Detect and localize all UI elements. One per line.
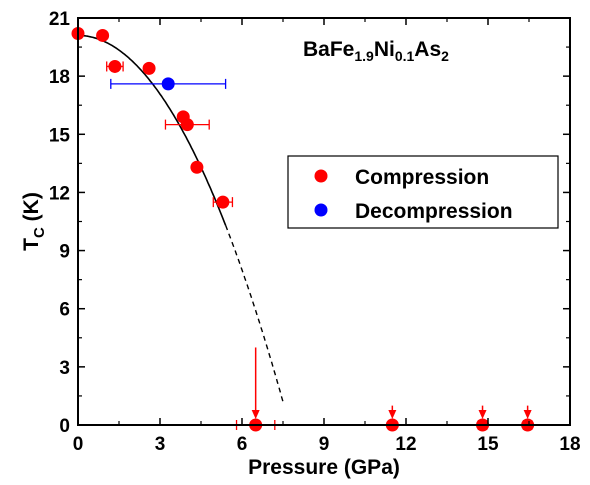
arrows-layer (251, 347, 532, 419)
y-tick-label: 21 (49, 9, 71, 30)
compression-arrow-head (251, 410, 260, 419)
error-bars-layer (106, 61, 533, 430)
compression-arrow-head (478, 410, 487, 419)
y-tick-label: 18 (49, 67, 70, 88)
legend-box (287, 155, 559, 229)
fit-curve-dashed (224, 225, 284, 402)
legend: Compression Decompression (314, 166, 513, 223)
compression-point (96, 28, 110, 42)
y-axis-title-main: T (20, 238, 43, 251)
y-axis-title-sub: C (31, 227, 48, 238)
curves-layer (77, 34, 570, 426)
y-tick-label: 15 (49, 125, 71, 146)
x-tick-label: 6 (237, 434, 248, 455)
x-axis-title: Pressure (GPa) (248, 456, 400, 479)
y-axis-title-unit: (K) (20, 192, 43, 227)
decompression-point (161, 77, 175, 91)
x-tick-label: 15 (477, 434, 499, 455)
legend-label-compression: Compression (355, 166, 489, 189)
formula-part: As (414, 38, 441, 61)
y-tick-label: 3 (59, 358, 70, 379)
y-tick-label: 0 (59, 416, 70, 437)
legend-marker-decompression (314, 203, 328, 217)
compression-arrow-head (523, 410, 532, 419)
compression-point (180, 118, 194, 132)
compression-point (108, 59, 122, 73)
ticks-layer (77, 17, 571, 426)
compression-point (216, 195, 230, 209)
compression-arrow-head (388, 410, 397, 419)
formula-part: 0.1 (395, 48, 415, 64)
formula-part: 1.9 (354, 48, 374, 64)
x-tick-label: 9 (319, 434, 330, 455)
y-axis-title: TC (K) (20, 192, 48, 251)
formula-part: 2 (441, 48, 449, 64)
y-tick-label: 9 (59, 242, 70, 263)
legend-marker-compression (314, 169, 328, 183)
compound-formula: BaFe1.9Ni0.1As2 (303, 38, 449, 64)
legend-label-decompression: Decompression (355, 200, 513, 223)
formula-part: Ni (374, 38, 395, 61)
compression-point (142, 61, 156, 75)
points-layer (71, 27, 535, 432)
x-tick-label: 3 (155, 434, 166, 455)
tick-labels-layer: 0 3 6 9 12 15 18 0 3 6 9 12 15 18 21 (49, 9, 581, 455)
x-tick-label: 0 (73, 434, 84, 455)
x-tick-label: 18 (559, 434, 580, 455)
compression-point (190, 160, 204, 174)
y-tick-label: 12 (49, 183, 70, 204)
x-tick-label: 12 (395, 434, 416, 455)
formula-part: BaFe (303, 38, 354, 61)
y-tick-label: 6 (59, 300, 70, 321)
